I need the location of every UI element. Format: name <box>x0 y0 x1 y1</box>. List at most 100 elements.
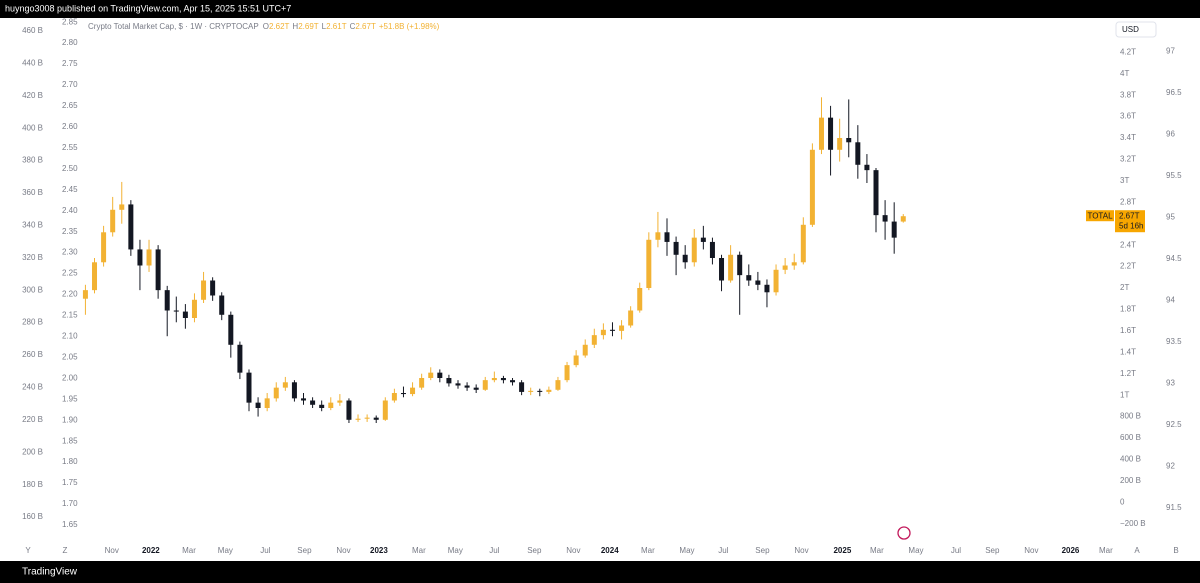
candle-body <box>709 241 715 258</box>
y-tick-label: 92 <box>1166 462 1175 471</box>
tool-btn[interactable]: Z <box>63 546 68 555</box>
y-tick-label: 91.5 <box>1166 503 1182 512</box>
y-tick-label: 1.70 <box>62 499 78 508</box>
x-tick-label: Nov <box>1024 546 1038 555</box>
x-tick-label: 2022 <box>142 546 160 555</box>
x-tick-label: 2023 <box>370 546 388 555</box>
y-tick-label: 160 B <box>22 512 43 521</box>
candle-body <box>655 232 661 240</box>
x-tick-label: May <box>679 546 694 555</box>
tool-btn[interactable]: B <box>1173 546 1178 555</box>
y-tick-label: 200 B <box>22 447 43 456</box>
tool-btn[interactable]: Y <box>25 546 31 555</box>
candle-body <box>519 382 525 392</box>
candle-body <box>691 237 697 263</box>
candle-body <box>164 290 170 311</box>
candle-body <box>137 249 143 266</box>
candle-body <box>555 380 561 390</box>
candle-body <box>92 262 98 291</box>
candle-body <box>273 387 279 399</box>
x-tick-label: May <box>908 546 923 555</box>
x-tick-label: Sep <box>985 546 1000 555</box>
candle-body <box>482 380 488 390</box>
candle-body <box>773 269 779 293</box>
candle-body <box>864 164 870 171</box>
candle-body <box>110 209 116 233</box>
price-tag-countdown: 5d 16h <box>1119 221 1143 230</box>
y-tick-label: 96 <box>1166 129 1175 138</box>
tool-btn[interactable]: A <box>1134 546 1140 555</box>
x-tick-label: Nov <box>336 546 350 555</box>
x-tick-label: Sep <box>297 546 312 555</box>
y-tick-label: 2.50 <box>62 164 78 173</box>
y-tick-label: 2.80 <box>62 38 78 47</box>
y-tick-label: 340 B <box>22 221 43 230</box>
header: huyngo3008 published on TradingView.com,… <box>5 3 291 13</box>
y-tick-label: 4T <box>1120 69 1129 78</box>
candle-body <box>600 329 606 336</box>
x-tick-label: 2025 <box>833 546 851 555</box>
candle-body <box>464 385 470 388</box>
x-tick-label: Nov <box>794 546 808 555</box>
candle-body <box>491 378 497 381</box>
y-tick-label: 2.85 <box>62 17 78 26</box>
y-tick-label: 0 <box>1120 497 1125 506</box>
y-tick-label: 2.20 <box>62 290 78 299</box>
candle-body <box>146 249 152 266</box>
candle-body <box>609 329 615 331</box>
currency[interactable]: USD <box>1122 25 1139 34</box>
y-tick-label: 3T <box>1120 176 1129 185</box>
y-tick-label: 420 B <box>22 91 43 100</box>
y-tick-label: 400 B <box>22 123 43 132</box>
candle-body <box>364 417 370 419</box>
candle-body <box>346 400 352 420</box>
candle-body <box>764 284 770 293</box>
candle-body <box>746 275 752 281</box>
candle-body <box>455 383 461 386</box>
y-tick-label: 2.30 <box>62 248 78 257</box>
candle-body <box>637 288 643 311</box>
x-tick-label: 2024 <box>601 546 619 555</box>
candle-body <box>900 216 906 222</box>
candle-body <box>855 142 861 165</box>
y-tick-label: 280 B <box>22 318 43 327</box>
candle-body <box>628 310 634 326</box>
legend-value: 2.62T <box>269 22 290 31</box>
y-tick-label: 1.80 <box>62 457 78 466</box>
legend-key: O <box>263 22 269 31</box>
x-tick-label: Mar <box>641 546 655 555</box>
y-tick-label: 2.60 <box>62 122 78 131</box>
candle-body <box>410 387 416 395</box>
candle-body <box>446 378 452 384</box>
candle-body <box>791 262 797 266</box>
candle-body <box>328 402 334 408</box>
y-tick-label: 180 B <box>22 480 43 489</box>
y-tick-label: 1.90 <box>62 415 78 424</box>
y-tick-label: 2.10 <box>62 332 78 341</box>
y-tick-label: 2.00 <box>62 373 78 382</box>
candle-body <box>564 365 570 381</box>
x-tick-label: Jul <box>718 546 728 555</box>
candle-body <box>737 254 743 276</box>
candle-body <box>155 249 161 291</box>
y-tick-label: 2.40 <box>62 206 78 215</box>
brand: TradingView <box>22 567 78 578</box>
currency-box[interactable] <box>1115 21 1157 38</box>
x-tick-label: Mar <box>870 546 884 555</box>
candle-body <box>646 239 652 288</box>
candle-body <box>546 389 552 392</box>
y-tick-label: 1.65 <box>62 520 78 529</box>
y-tick-label: 1.2T <box>1120 369 1136 378</box>
y-tick-label: 2.4T <box>1120 240 1136 249</box>
candle-body <box>846 138 852 143</box>
x-tick-label: May <box>448 546 463 555</box>
x-tick-label: Jul <box>489 546 499 555</box>
y-tick-label: 260 B <box>22 350 43 359</box>
candle-body <box>82 290 88 299</box>
y-tick-label: −200 B <box>1120 519 1146 528</box>
alert-icon[interactable] <box>897 526 911 540</box>
candle-body <box>664 232 670 242</box>
candle-body <box>182 311 188 318</box>
y-tick-label: 440 B <box>22 58 43 67</box>
